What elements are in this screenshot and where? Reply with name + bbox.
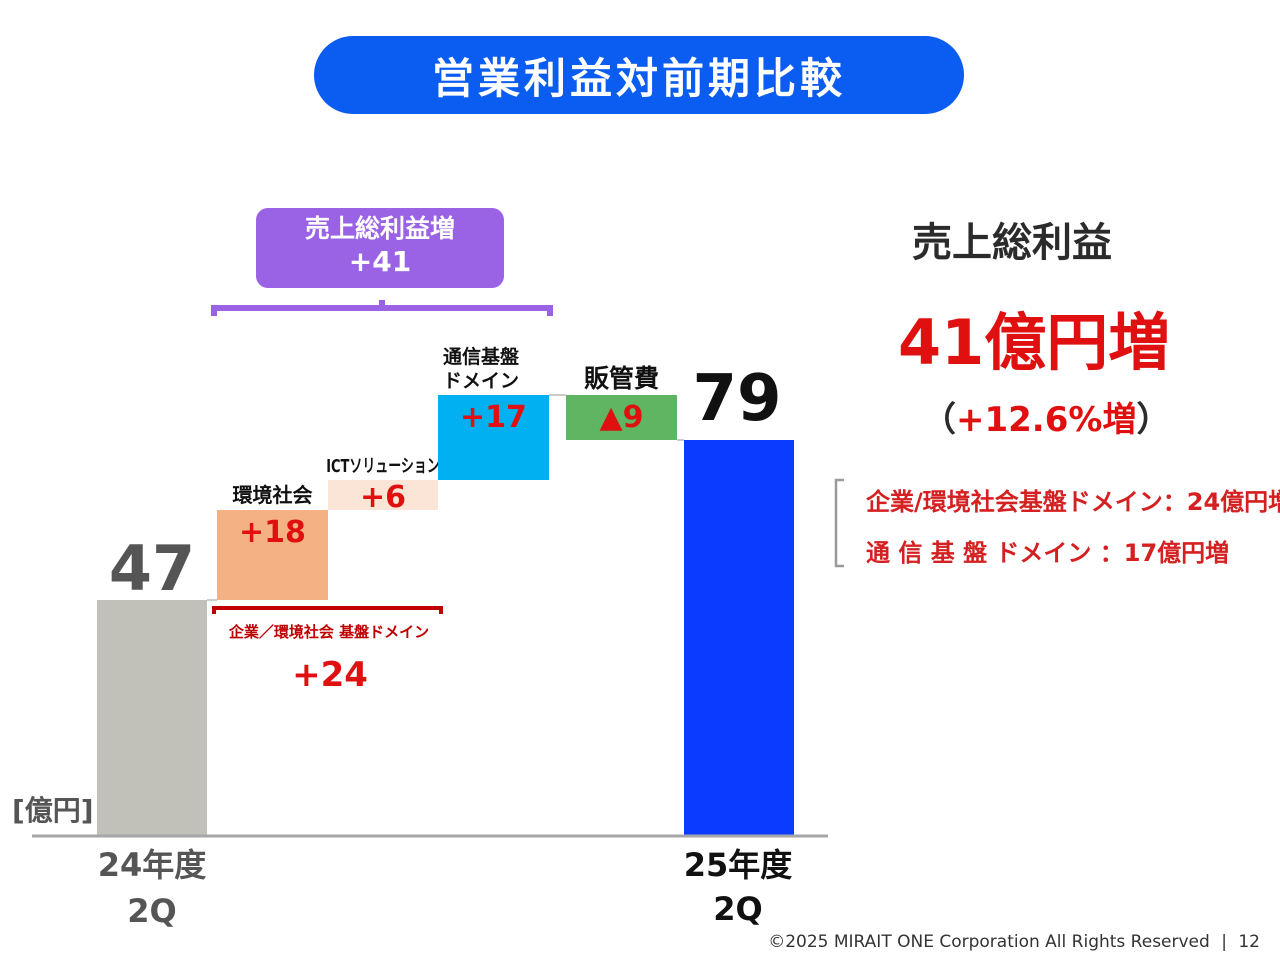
- page-title: 営業利益対前期比較: [314, 36, 964, 114]
- unit-label: [億円]: [12, 794, 94, 827]
- bar-step-4: [566, 395, 677, 440]
- x-label-start-line1: 24年度: [98, 846, 207, 884]
- subtotal-value: +24: [292, 655, 368, 695]
- side-big-figure: 41億円増: [898, 306, 1171, 379]
- footer-separator: |: [1221, 932, 1227, 952]
- bar-step-value: ▲9: [600, 400, 644, 435]
- footer-copyright: ©2025 MIRAIT ONE Corporation All Rights …: [768, 932, 1210, 952]
- bar-step-name: 販管費: [584, 364, 659, 393]
- bar-end: [684, 440, 794, 835]
- footer: ©2025 MIRAIT ONE Corporation All Rights …: [768, 932, 1260, 952]
- pct-open-paren: （: [922, 400, 956, 440]
- side-row-telecom: 通 信 基 盤 ドメイン ：17億円増: [866, 539, 1230, 567]
- bar-start: [97, 600, 207, 835]
- waterfall-chart: 47 24年度 2Q [億円] +18 環境社会 +6 ICTソリューション +17 通信基盤ドメ…: [12, 300, 828, 930]
- x-label-end-line2: 2Q: [713, 890, 762, 928]
- bar-step-name: 環境社会: [233, 483, 313, 507]
- footer-page-number: 12: [1238, 932, 1260, 952]
- x-label-end-line1: 25年度: [684, 846, 793, 884]
- x-label-start-line2: 2Q: [127, 892, 176, 930]
- bar-end-value: 79: [692, 362, 781, 436]
- gross-profit-box-value: +41: [348, 245, 412, 278]
- gross-profit-bracket: [211, 300, 553, 316]
- bar-step-name: ICTソリューション: [326, 455, 440, 477]
- bar-step-value: +17: [460, 400, 527, 435]
- side-bracket: [834, 478, 844, 568]
- side-percent: （+12.6%増）: [922, 392, 1170, 441]
- side-title: 売上総利益: [912, 220, 1112, 266]
- bar-step-value: +6: [360, 480, 406, 515]
- gross-profit-increase-box: 売上総利益増 +41: [256, 208, 504, 288]
- subtotal-label: 企業／環境社会 基盤ドメイン: [228, 623, 429, 641]
- gross-profit-box-label: 売上総利益増: [304, 214, 455, 243]
- bar-step-3: [438, 395, 549, 480]
- bar-step-name-line1: 通信基盤: [443, 345, 520, 368]
- pct-value: +12.6%増: [956, 400, 1137, 440]
- bar-step-value: +18: [239, 515, 306, 550]
- bar-step-1: [217, 510, 328, 600]
- bar-start-value: 47: [109, 532, 195, 605]
- bar-step-2: [328, 480, 438, 510]
- side-row-corporate: 企業/環境社会基盤ドメイン：24億円増: [866, 488, 1280, 516]
- subtotal-bracket: [212, 606, 443, 614]
- pct-close-paren: ）: [1136, 400, 1171, 440]
- bar-step-name-line2: ドメイン: [443, 370, 519, 392]
